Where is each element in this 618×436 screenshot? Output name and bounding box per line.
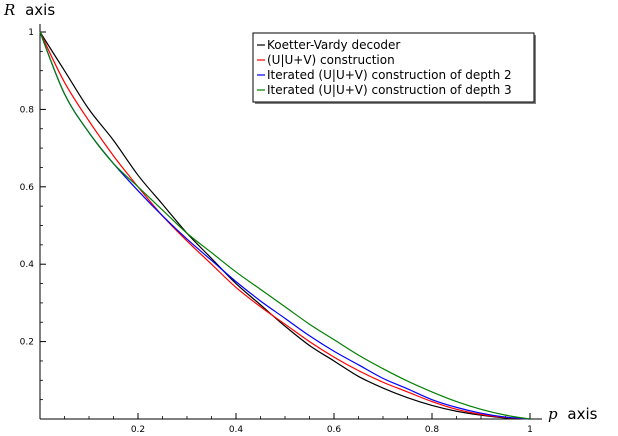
x-tick-label: 0.4 (229, 425, 244, 435)
y-axis-title: R axis (3, 1, 55, 19)
x-axis-unit: axis (567, 405, 597, 423)
legend-label-2: (U|U+V) construction (267, 53, 395, 67)
y-axis-variable: R (3, 1, 15, 19)
series-line-4 (39, 31, 531, 420)
y-tick-label: 0.8 (20, 105, 35, 115)
x-axis-title: p axis (548, 405, 598, 423)
chart-legend: Koetter-Vardy decoder(U|U+V) constructio… (252, 32, 536, 104)
x-tick-label: 1 (527, 425, 533, 435)
chart-axes: 0.2 0.4 0.6 0.8 1 0.2 0.4 0.6 0.8 1 (20, 24, 542, 435)
y-tick-label: 0.6 (20, 183, 35, 193)
x-tick-label: 0.2 (131, 425, 145, 435)
x-axis-variable: p (548, 405, 558, 423)
chart-series-layer (39, 31, 531, 420)
legend-label-4: Iterated (U|U+V) construction of depth 3 (267, 83, 512, 97)
y-tick-label: 1 (28, 28, 34, 38)
x-tick-label: 0.6 (327, 425, 342, 435)
legend-label-1: Koetter-Vardy decoder (267, 38, 400, 52)
y-tick-label: 0.4 (20, 260, 35, 270)
y-tick-label: 0.2 (20, 338, 34, 348)
y-axis-unit: axis (25, 1, 55, 19)
x-tick-label: 0.8 (425, 425, 440, 435)
legend-box (252, 32, 535, 103)
legend-label-3: Iterated (U|U+V) construction of depth 2 (267, 68, 512, 82)
series-line-1 (39, 31, 531, 420)
series-line-2 (39, 31, 531, 420)
